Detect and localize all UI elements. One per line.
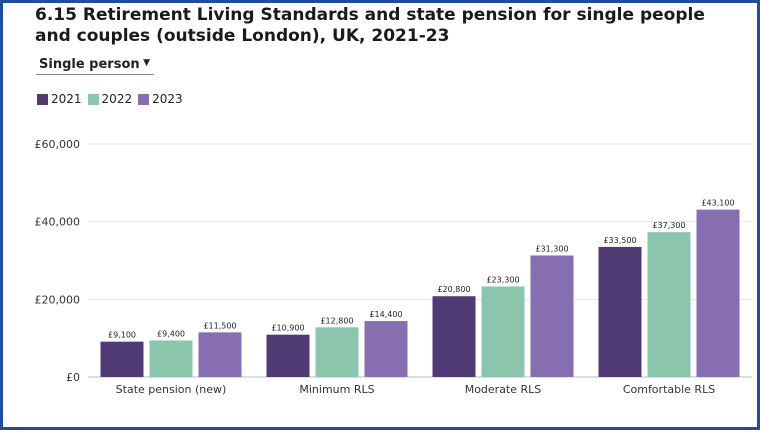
bar-2022 bbox=[315, 327, 359, 377]
bar-2021 bbox=[598, 246, 642, 377]
data-label: £33,500 bbox=[603, 236, 636, 245]
data-label: £23,300 bbox=[486, 276, 519, 285]
chevron-down-icon: ▼ bbox=[143, 58, 150, 68]
legend-item-2021[interactable]: 2021 bbox=[37, 92, 82, 106]
data-label: £9,400 bbox=[157, 329, 185, 338]
data-label: £9,100 bbox=[108, 331, 136, 340]
data-label: £14,400 bbox=[369, 310, 402, 319]
legend-swatch-2023 bbox=[138, 93, 150, 105]
bar-2022 bbox=[149, 340, 193, 377]
data-label: £37,300 bbox=[652, 221, 685, 230]
y-tick-label: £40,000 bbox=[35, 216, 81, 229]
dropdown-selected-value: Single person bbox=[39, 57, 140, 72]
data-label: £20,800 bbox=[437, 285, 470, 294]
y-tick-label: £60,000 bbox=[35, 138, 81, 151]
data-label: £10,900 bbox=[271, 324, 304, 333]
bar-2021 bbox=[266, 334, 310, 377]
bar-2021 bbox=[100, 341, 144, 377]
legend-item-2022[interactable]: 2022 bbox=[87, 92, 133, 106]
y-tick-label: £0 bbox=[66, 371, 80, 384]
bar-2023 bbox=[530, 255, 574, 377]
bar-2022 bbox=[481, 286, 525, 377]
data-label: £12,800 bbox=[320, 316, 353, 325]
category-label: Comfortable RLS bbox=[623, 383, 715, 396]
category-label: Moderate RLS bbox=[465, 383, 542, 396]
data-label: £43,100 bbox=[701, 199, 734, 208]
legend-label-2023: 2023 bbox=[152, 92, 183, 106]
data-label: £31,300 bbox=[535, 244, 568, 253]
legend-item-2023[interactable]: 2023 bbox=[138, 92, 183, 106]
bar-2023 bbox=[696, 209, 740, 377]
legend-label-2021: 2021 bbox=[51, 92, 82, 106]
bar-2022 bbox=[647, 232, 691, 377]
legend-swatch-2022 bbox=[87, 93, 99, 105]
category-label: Minimum RLS bbox=[299, 383, 374, 396]
bar-2023 bbox=[198, 332, 242, 377]
legend-swatch-2021 bbox=[37, 93, 48, 105]
bar-2021 bbox=[432, 296, 476, 377]
household-type-dropdown[interactable]: Single person ▼ bbox=[36, 54, 154, 75]
data-label: £11,500 bbox=[203, 321, 236, 330]
y-tick-label: £20,000 bbox=[35, 293, 81, 306]
chart-title: 6.15 Retirement Living Standards and sta… bbox=[35, 5, 705, 46]
legend-label-2022: 2022 bbox=[101, 92, 133, 106]
category-label: State pension (new) bbox=[116, 383, 227, 396]
legend: 2021 2022 2023 bbox=[37, 92, 183, 106]
bar-2023 bbox=[364, 321, 408, 377]
